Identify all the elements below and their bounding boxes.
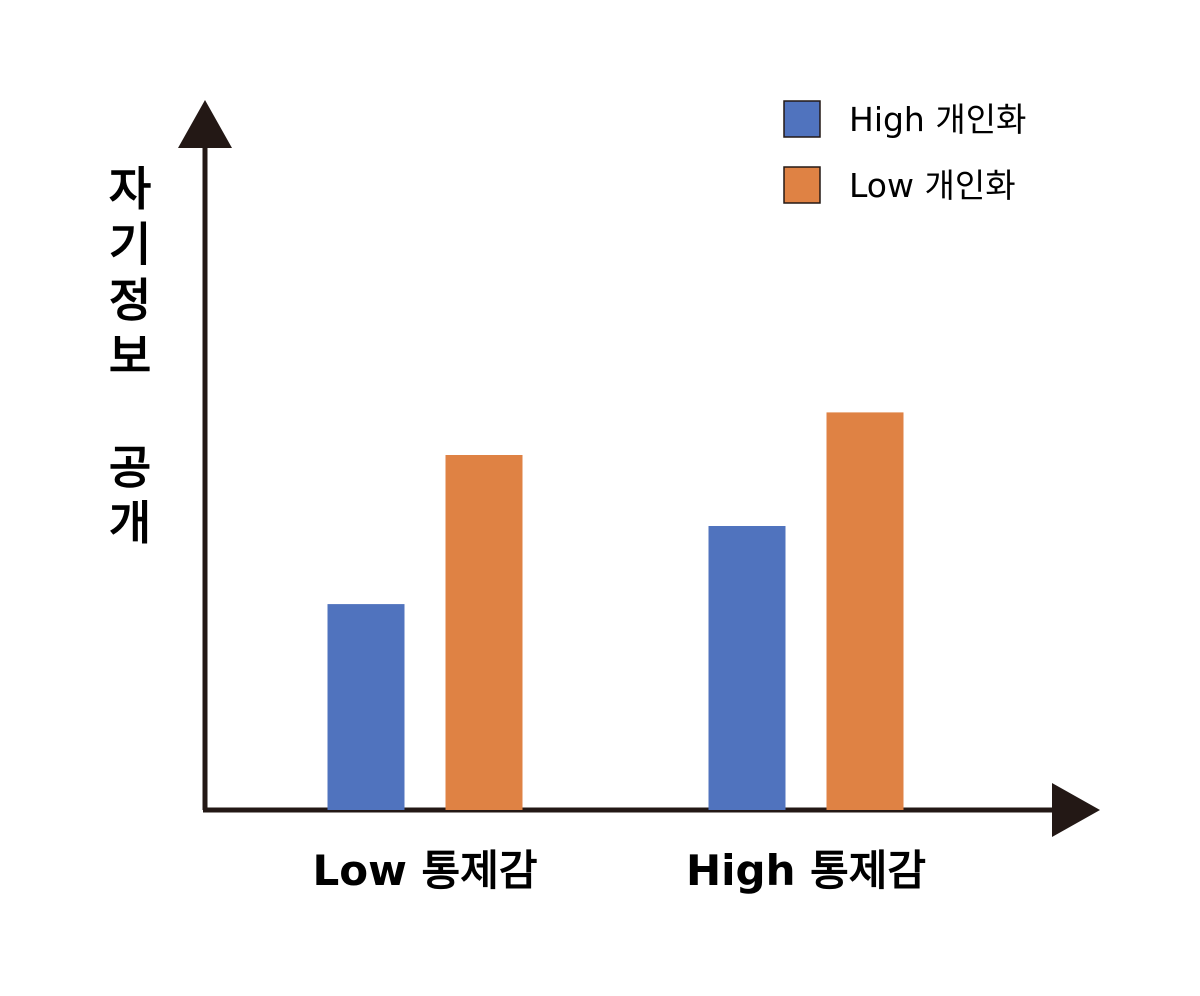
bar-high-personalization-high-control: [708, 526, 786, 810]
bar-low-personalization-low-control: [445, 455, 523, 810]
bar-low-personalization-high-control: [826, 412, 904, 810]
bars: [327, 412, 904, 810]
y-axis-label-char: 보: [109, 329, 151, 383]
legend: High 개인화 Low 개인화: [783, 100, 1026, 205]
y-axis-label-char: 정: [109, 273, 151, 327]
y-axis-arrow-icon: [178, 100, 232, 148]
bar-high-personalization-low-control: [327, 604, 405, 810]
legend-swatch: [783, 166, 821, 204]
legend-label: Low 개인화: [849, 166, 1016, 205]
y-axis-label-char: 자: [109, 162, 151, 216]
x-axis-category-labels: Low 통제감 High 통제감: [313, 846, 927, 895]
y-axis-label-char: 개: [109, 496, 151, 550]
x-category-label: Low 통제감: [313, 846, 538, 895]
x-category-label: High 통제감: [686, 846, 926, 895]
y-axis-label-char: 기: [109, 218, 151, 272]
legend-label: High 개인화: [849, 100, 1026, 139]
y-axis-label-char: 공: [109, 441, 151, 495]
x-axis-arrow-icon: [1052, 783, 1100, 837]
legend-swatch: [783, 100, 821, 138]
axes: [178, 100, 1100, 837]
